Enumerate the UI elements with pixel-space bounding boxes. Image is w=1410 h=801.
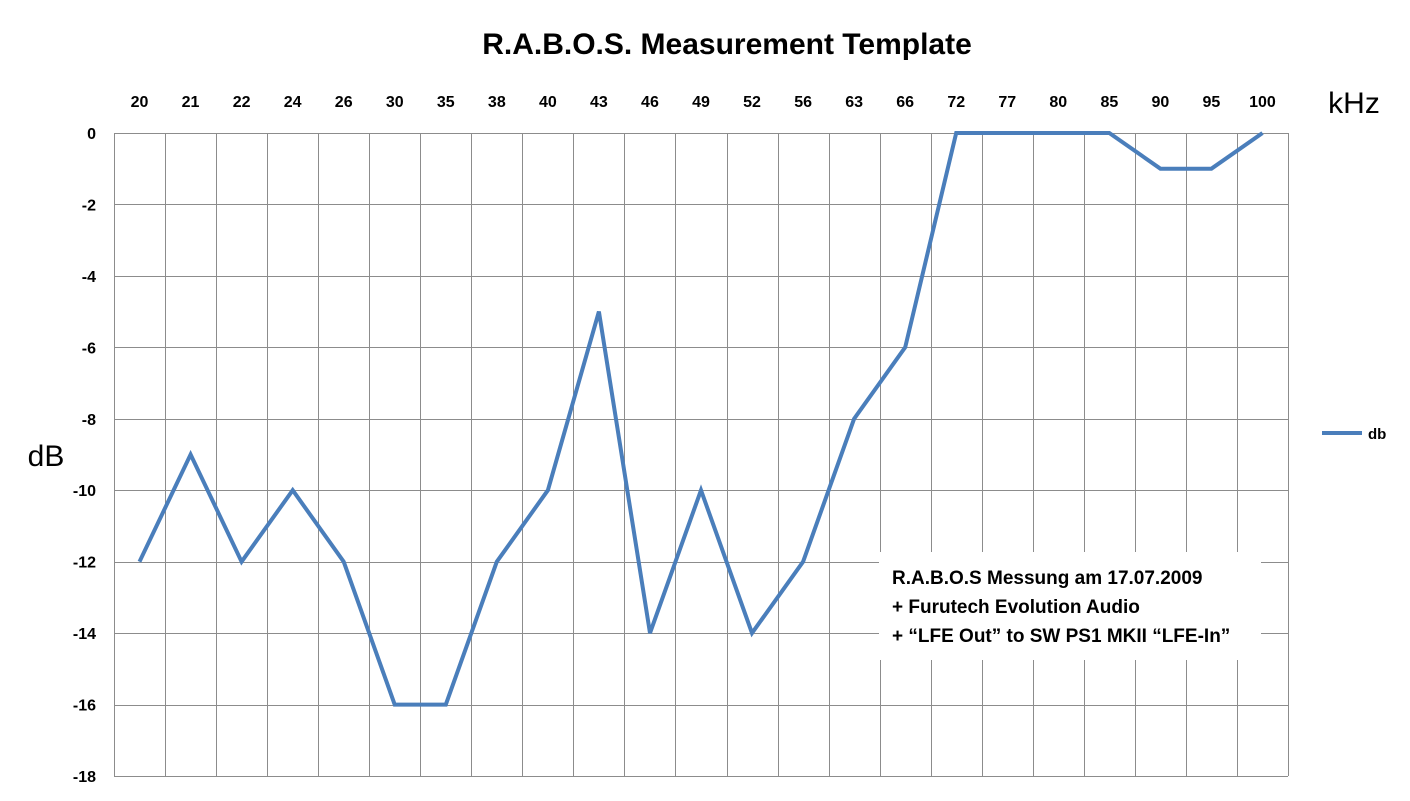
annotation-line-1: R.A.B.O.S Messung am 17.07.2009 <box>892 568 1202 589</box>
y-tick-label: -12 <box>73 555 96 572</box>
x-tick-label: 85 <box>1100 94 1118 111</box>
legend-label-db: db <box>1368 426 1386 443</box>
x-tick-label: 80 <box>1049 94 1067 111</box>
annotation-box: R.A.B.O.S Messung am 17.07.2009 + Furute… <box>879 552 1261 660</box>
x-tick-label: 22 <box>233 94 251 111</box>
x-tick-label: 72 <box>947 94 965 111</box>
x-tick-label: 66 <box>896 94 914 111</box>
x-tick-label: 30 <box>386 94 404 111</box>
x-tick-label: 63 <box>845 94 863 111</box>
x-tick-label: 52 <box>743 94 761 111</box>
x-tick-label: 95 <box>1203 94 1221 111</box>
annotation-line-3: + “LFE Out” to SW PS1 MKII “LFE-In” <box>892 626 1230 647</box>
y-tick-label: -16 <box>73 698 96 715</box>
annotation-line-2: + Furutech Evolution Audio <box>892 597 1140 618</box>
series-line-db <box>137 131 1264 707</box>
x-tick-label: 90 <box>1151 94 1169 111</box>
series-layer <box>137 131 1264 707</box>
x-tick-label: 56 <box>794 94 812 111</box>
annotation-background <box>879 552 1261 660</box>
x-tick-label: 100 <box>1249 94 1276 111</box>
y-axis-ticks: 0 -2 -4 -6 -8 -10 -12 -14 -16 -18 <box>73 126 96 786</box>
x-tick-label: 26 <box>335 94 353 111</box>
y-tick-label: -8 <box>82 412 96 429</box>
gridlines <box>114 133 1289 777</box>
x-tick-label: 46 <box>641 94 659 111</box>
x-axis-label: kHz <box>1328 87 1380 120</box>
y-axis-label: dB <box>28 440 65 473</box>
y-tick-label: -2 <box>82 197 96 214</box>
x-tick-label: 40 <box>539 94 557 111</box>
x-tick-label: 21 <box>182 94 200 111</box>
y-tick-label: 0 <box>87 126 96 143</box>
y-tick-label: -4 <box>82 269 96 286</box>
x-tick-label: 20 <box>131 94 149 111</box>
x-tick-label: 38 <box>488 94 506 111</box>
x-tick-label: 43 <box>590 94 608 111</box>
y-tick-label: -10 <box>73 483 96 500</box>
x-axis-ticks: 20 21 22 24 26 30 35 38 40 43 46 49 52 56 63 66 72 77 80 85… <box>131 94 1276 111</box>
x-tick-label: 24 <box>284 94 302 111</box>
x-tick-label: 77 <box>998 94 1016 111</box>
y-tick-label: -18 <box>73 769 96 786</box>
chart-title: R.A.B.O.S. Measurement Template <box>482 28 972 61</box>
y-tick-label: -6 <box>82 340 96 357</box>
y-tick-label: -14 <box>73 626 96 643</box>
legend: db <box>1322 426 1386 443</box>
x-tick-label: 49 <box>692 94 710 111</box>
x-tick-label: 35 <box>437 94 455 111</box>
